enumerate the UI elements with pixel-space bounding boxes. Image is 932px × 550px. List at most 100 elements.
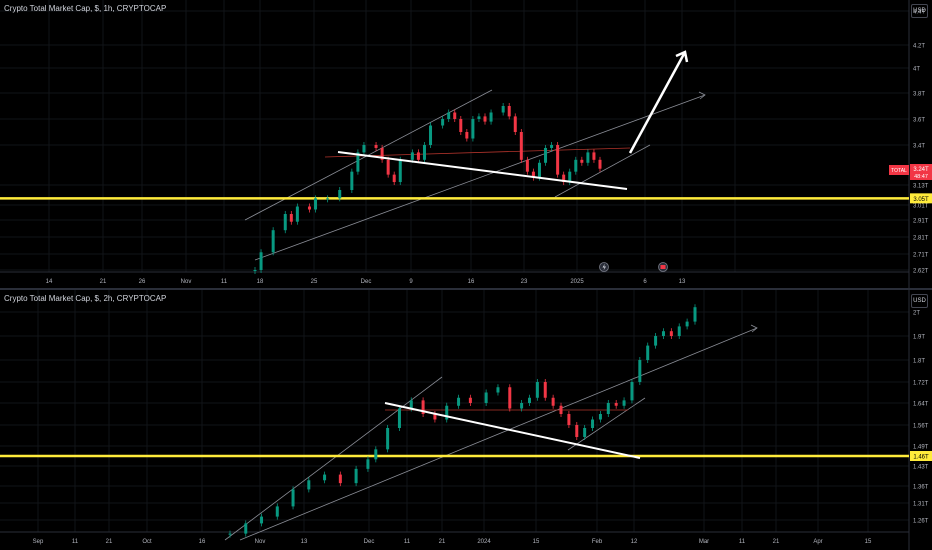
- candle: [253, 270, 257, 271]
- candle: [567, 414, 571, 425]
- candle: [386, 159, 390, 175]
- chart-pane-2h[interactable]: 2T 1.9T 1.8T 1.72T 1.64T 1.56T 1.49T 1.43T 1.36T…: [0, 290, 932, 550]
- candle: [307, 480, 311, 490]
- chart-title-1h: Crypto Total Market Cap, $, 1h, CRYPTOCA…: [4, 4, 167, 13]
- candle: [614, 403, 618, 406]
- price-countdown: 48:47: [914, 174, 928, 180]
- candle: [519, 132, 523, 160]
- candle: [575, 425, 579, 437]
- candle: [477, 116, 481, 119]
- y-tick-label: 1.72T: [913, 381, 929, 387]
- candle: [483, 116, 487, 122]
- candle: [380, 147, 384, 160]
- x-tick-label: 21: [773, 539, 780, 545]
- candle: [669, 331, 673, 336]
- y-tick-label: 1.8T: [913, 359, 925, 365]
- candle: [507, 106, 511, 117]
- y-tick-label: 3.6T: [913, 118, 925, 124]
- candle: [350, 171, 354, 190]
- trend-line-lower: [239, 327, 758, 541]
- chart-canvas-2h[interactable]: 2T 1.9T 1.8T 1.72T 1.64T 1.56T 1.49T 1.43T 1.36T…: [0, 290, 932, 550]
- x-tick-label: 12: [631, 539, 638, 545]
- candle: [484, 392, 488, 403]
- x-tick-label: 14: [46, 279, 53, 285]
- candle: [326, 198, 330, 200]
- candle: [537, 162, 541, 178]
- y-tick-label: 4.4T: [913, 10, 925, 16]
- currency-button-1h[interactable]: USD: [911, 4, 928, 18]
- trend-line-short: [567, 397, 646, 451]
- candle: [366, 459, 370, 469]
- chart-canvas-1h[interactable]: 4.4T 4.2T 4T 3.8T 3.6T 3.4T 3.13T 3.01T 2.91T 2.8…: [0, 0, 932, 289]
- price-symbol: TOTAL: [891, 168, 907, 174]
- x-tick-label: 21: [100, 279, 107, 285]
- support-label: 3.05T: [913, 197, 929, 203]
- y-tick-label: 1.9T: [913, 335, 925, 341]
- x-tick-label: Apr: [813, 539, 822, 545]
- candle: [392, 174, 396, 183]
- trend-arrow-head: [698, 91, 706, 100]
- x-tick-label: Mar: [699, 539, 709, 545]
- drawn-trend-line: [337, 151, 628, 190]
- x-tick-label: 21: [106, 539, 113, 545]
- y-tick-label: 2.62T: [913, 269, 929, 275]
- candle: [543, 382, 547, 398]
- y-tick-label: 1.31T: [913, 502, 929, 508]
- x-tick-label: 11: [221, 279, 228, 285]
- calendar-glyph: [660, 265, 666, 269]
- candle: [422, 145, 426, 160]
- candle: [362, 145, 366, 153]
- currency-button-2h[interactable]: USD: [911, 294, 928, 308]
- candle: [271, 230, 275, 253]
- candle: [580, 159, 584, 163]
- y-tick-label: 3.01T: [913, 204, 929, 210]
- pane-divider[interactable]: [0, 288, 932, 290]
- candle: [568, 171, 572, 183]
- x-tick-label: 13: [301, 539, 308, 545]
- y-tick-label: 2.91T: [913, 219, 929, 225]
- candle: [654, 336, 658, 346]
- candle: [646, 345, 650, 360]
- candle: [457, 397, 461, 406]
- candle: [416, 152, 420, 160]
- candle: [244, 523, 248, 534]
- candle: [354, 468, 358, 484]
- candle: [583, 428, 587, 437]
- candle: [295, 206, 299, 222]
- candle: [551, 397, 555, 406]
- y-tick-label: 4.2T: [913, 44, 925, 50]
- y-tick-label: 1.43T: [913, 465, 929, 471]
- candle: [638, 360, 642, 382]
- support-badge: [910, 193, 932, 204]
- x-tick-label: 23: [521, 279, 528, 285]
- x-tick-label: 6: [643, 279, 647, 285]
- projection-arrow: [628, 51, 687, 154]
- y-tick-label: 1.36T: [913, 485, 929, 491]
- candle: [453, 112, 457, 119]
- support-badge: [910, 451, 932, 461]
- trend-line-lower: [254, 94, 706, 261]
- candle: [550, 145, 554, 148]
- candle: [410, 152, 414, 160]
- y-tick-label: 3.13T: [913, 184, 929, 190]
- y-tick-label: 1.26T: [913, 519, 929, 525]
- candle: [685, 321, 689, 327]
- chart-pane-1h[interactable]: 4.4T 4.2T 4T 3.8T 3.6T 3.4T 3.13T 3.01T 2.91T 2.8…: [0, 0, 932, 289]
- candle: [525, 159, 529, 172]
- price-value: 3.24T: [913, 167, 929, 173]
- x-tick-label: Sep: [33, 539, 44, 545]
- x-tick-label: 15: [533, 539, 540, 545]
- candle: [622, 400, 626, 406]
- x-tick-label: 2025: [570, 279, 584, 285]
- candle: [508, 387, 512, 409]
- candle: [445, 405, 449, 420]
- candle: [441, 119, 445, 126]
- candle: [228, 533, 232, 535]
- candle: [661, 331, 665, 336]
- candle: [433, 414, 437, 420]
- candle: [677, 326, 681, 336]
- x-tick-label: 25: [311, 279, 318, 285]
- candle: [397, 408, 401, 428]
- candle: [606, 403, 610, 414]
- trend-line-short: [554, 144, 651, 198]
